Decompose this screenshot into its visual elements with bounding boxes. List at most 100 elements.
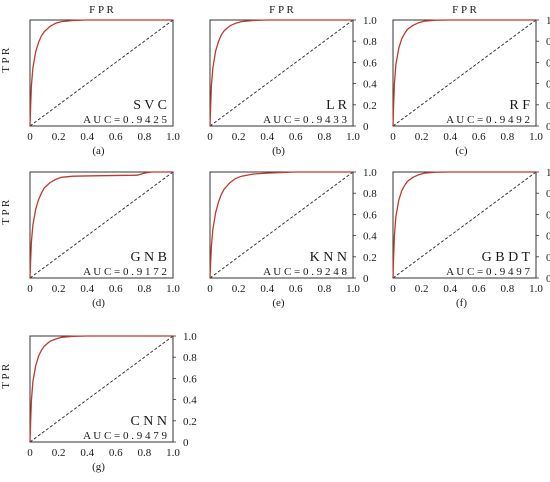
x-tick-label: 0.6 bbox=[289, 283, 303, 295]
x-tick-label: 0.6 bbox=[289, 131, 303, 143]
roc-panel: 0 0.2 0.4 0.6 0.8 1.0 G N BA U C = 0 . 9 1 7 2… bbox=[0, 171, 180, 309]
x-tick-label: 1.0 bbox=[529, 283, 543, 295]
model-name: G B D T bbox=[482, 250, 531, 265]
y-tick-label: 0.2 bbox=[363, 252, 377, 264]
y-tick-label: 0.4 bbox=[183, 395, 197, 407]
auc-value: A U C = 0 . 9 4 7 9 bbox=[83, 430, 167, 442]
panel-label: (b) bbox=[272, 145, 285, 157]
plot-frame bbox=[29, 171, 174, 279]
x-tick-label: 0.6 bbox=[109, 447, 123, 459]
roc-panel: 0 0.2 0.4 0.6 0.8 1.0 S V CA U C = 0 . 9 4 2 5… bbox=[0, 4, 180, 157]
x-tick-label: 1.0 bbox=[166, 447, 180, 459]
auc-value: A U C = 0 . 9 4 3 3 bbox=[263, 114, 347, 126]
x-tick-label: 0.2 bbox=[52, 131, 66, 143]
y-tick-label: 0 bbox=[546, 273, 550, 285]
y-tick-label: 0.4 bbox=[363, 79, 377, 91]
x-tick-label: 0.4 bbox=[260, 131, 274, 143]
panel-label: (c) bbox=[455, 145, 468, 157]
x-tick-label: 0 bbox=[27, 447, 33, 459]
x-tick-label: 0.8 bbox=[138, 283, 152, 295]
auc-value: A U C = 0 . 9 1 7 2 bbox=[83, 266, 167, 278]
x-tick-label: 1.0 bbox=[166, 283, 180, 295]
x-tick-label: 0 bbox=[27, 131, 33, 143]
x-tick-label: 0 bbox=[27, 283, 33, 295]
panel-label: (g) bbox=[92, 461, 105, 473]
x-tick-label: 0.8 bbox=[318, 131, 332, 143]
x-tick-label: 0.8 bbox=[138, 131, 152, 143]
x-axis-title: F P R bbox=[89, 4, 114, 16]
model-name: L R bbox=[326, 98, 348, 113]
y-tick-label: 0.6 bbox=[546, 57, 550, 69]
y-tick-label: 0.6 bbox=[183, 373, 197, 385]
model-name: S V C bbox=[133, 98, 167, 113]
y-tick-label: 0 bbox=[363, 273, 369, 285]
y-tick-label: 1.0 bbox=[546, 167, 550, 179]
x-tick-label: 0.2 bbox=[52, 447, 66, 459]
y-tick-label: 0.8 bbox=[546, 188, 550, 200]
x-tick-label: 0 bbox=[390, 131, 396, 143]
x-tick-label: 0.4 bbox=[80, 131, 94, 143]
roc-curve bbox=[392, 171, 536, 279]
x-tick-label: 0.6 bbox=[472, 283, 486, 295]
roc-curve bbox=[29, 335, 173, 443]
model-name: G N B bbox=[130, 250, 167, 265]
x-tick-label: 0 bbox=[390, 283, 396, 295]
y-tick-label: 0.2 bbox=[363, 100, 377, 112]
x-tick-label: 0.4 bbox=[80, 447, 94, 459]
y-tick-label: 0.6 bbox=[363, 57, 377, 69]
roc-curve bbox=[209, 19, 353, 127]
roc-curve bbox=[392, 19, 536, 127]
x-tick-label: 0.6 bbox=[472, 131, 486, 143]
roc-panel: 0 0.2 0.4 0.6 0.8 1.000.20.40.60.81.0C N NA U… bbox=[0, 331, 197, 473]
x-tick-label: 0.6 bbox=[109, 283, 123, 295]
y-tick-label: 0.2 bbox=[546, 252, 550, 264]
x-tick-label: 0.4 bbox=[260, 283, 274, 295]
y-axis-title: T P R bbox=[0, 363, 12, 389]
y-tick-label: 1.0 bbox=[546, 15, 550, 27]
x-tick-label: 0.8 bbox=[501, 131, 515, 143]
model-name: C N N bbox=[130, 414, 167, 429]
roc-curve bbox=[209, 171, 353, 279]
x-tick-label: 1.0 bbox=[529, 131, 543, 143]
panel-label: (f) bbox=[456, 297, 467, 309]
x-tick-label: 0 bbox=[207, 283, 213, 295]
y-tick-label: 0 bbox=[183, 437, 189, 449]
x-tick-label: 1.0 bbox=[166, 131, 180, 143]
roc-panel: 00.20.40.60.81.000.20.40.60.81.0R FA U C… bbox=[390, 4, 550, 157]
y-tick-label: 0.6 bbox=[546, 209, 550, 221]
y-tick-label: 1.0 bbox=[363, 167, 377, 179]
x-tick-label: 1.0 bbox=[346, 131, 360, 143]
model-name: K N N bbox=[310, 250, 347, 265]
y-tick-label: 0.2 bbox=[183, 416, 197, 428]
auc-value: A U C = 0 . 9 2 4 8 bbox=[263, 266, 347, 278]
y-tick-label: 0.4 bbox=[546, 79, 550, 91]
panel-label: (e) bbox=[272, 297, 285, 309]
roc-curve bbox=[29, 19, 173, 127]
y-tick-label: 0.4 bbox=[363, 231, 377, 243]
y-tick-label: 0.8 bbox=[363, 36, 377, 48]
x-tick-label: 0.4 bbox=[80, 283, 94, 295]
y-tick-label: 0.2 bbox=[546, 100, 550, 112]
y-tick-label: 0.6 bbox=[363, 209, 377, 221]
y-tick-label: 0.8 bbox=[546, 36, 550, 48]
x-tick-label: 0.6 bbox=[109, 131, 123, 143]
x-tick-label: 0.8 bbox=[501, 283, 515, 295]
x-tick-label: 0.4 bbox=[443, 131, 457, 143]
x-tick-label: 0.2 bbox=[232, 131, 246, 143]
panel-label: (d) bbox=[92, 297, 105, 309]
x-tick-label: 0.2 bbox=[415, 131, 429, 143]
y-tick-label: 0.8 bbox=[183, 352, 197, 364]
y-tick-label: 0.4 bbox=[546, 231, 550, 243]
auc-value: A U C = 0 . 9 4 9 7 bbox=[446, 266, 530, 278]
x-tick-label: 0 bbox=[207, 131, 213, 143]
roc-panel: 0 0.2 0.4 0.6 0.8 1.000.20.40.60.81.0K N NA U… bbox=[207, 167, 377, 309]
x-axis-title: F P R bbox=[452, 4, 477, 16]
y-tick-label: 1.0 bbox=[363, 15, 377, 27]
x-tick-label: 0.8 bbox=[318, 283, 332, 295]
roc-panel: 00.20.40.60.81.000.20.40.60.81.0G B D TA… bbox=[390, 167, 550, 309]
panel-label: (a) bbox=[92, 145, 105, 157]
y-axis-title: T P R bbox=[0, 47, 12, 73]
x-tick-label: 0.8 bbox=[138, 447, 152, 459]
auc-value: A U C = 0 . 9 4 2 5 bbox=[83, 114, 167, 126]
